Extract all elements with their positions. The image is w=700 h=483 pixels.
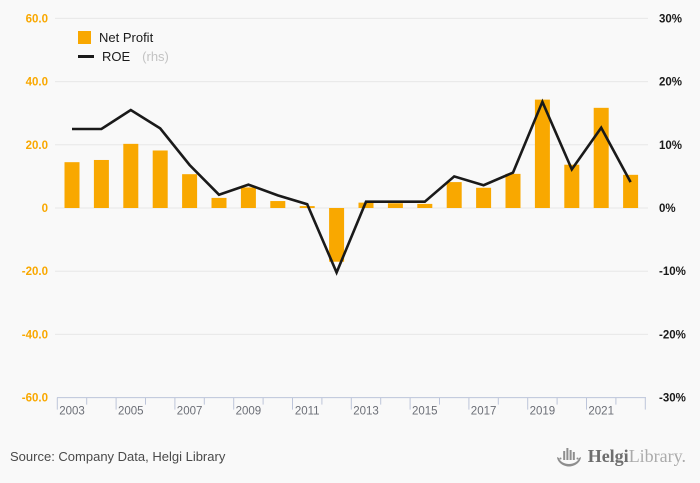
net-profit-bar-2014: [387, 203, 403, 208]
net-profit-bar-2020: [564, 164, 580, 208]
x-axis-year-label: 2005: [118, 406, 144, 418]
net-profit-bar-2008: [211, 197, 227, 208]
x-axis-year-label: 2019: [530, 406, 556, 418]
legend-item-roe: ROE (rhs): [78, 48, 169, 64]
y-axis-left-label: 0: [42, 203, 48, 215]
x-axis-year-label: 2011: [295, 406, 320, 418]
net-profit-bar-2018: [505, 173, 521, 208]
roe-line-icon: [78, 54, 94, 58]
y-axis-right-label: 30%: [659, 13, 682, 25]
net-profit-bar-2007: [182, 174, 198, 208]
y-axis-right-label: -20%: [659, 329, 686, 341]
net-profit-bar-2004: [93, 159, 109, 208]
y-axis-left-label: 20.0: [26, 140, 48, 152]
net-profit-bar-2010: [270, 201, 286, 208]
net-profit-bar-2013: [358, 202, 374, 208]
roe-line: [72, 98, 632, 276]
logo-name2: Library.: [628, 446, 686, 466]
y-axis-right-label: 10%: [659, 140, 682, 152]
x-axis-year-label: 2015: [412, 406, 438, 418]
y-axis-right-label: 0%: [659, 203, 676, 215]
net-profit-bar-2021: [593, 107, 609, 208]
net-profit-bar-2009: [240, 187, 256, 208]
y-axis-left-label: 60.0: [26, 13, 48, 25]
x-axis-year-label: 2013: [353, 406, 379, 418]
y-axis-left-label: 40.0: [26, 77, 48, 89]
net-profit-bar-2003: [64, 162, 80, 208]
legend-suffix: (rhs): [142, 48, 169, 64]
net-profit-swatch-icon: [78, 30, 91, 44]
legend-label: Net Profit: [99, 29, 154, 45]
source-text: Source: Company Data, Helgi Library: [10, 449, 226, 464]
ship-bars-icon: [556, 448, 581, 467]
chart-footer: Source: Company Data, Helgi Library Helg…: [0, 430, 700, 483]
chart-legend: Net Profit ROE (rhs): [78, 29, 169, 64]
y-axis-right-label: -30%: [659, 393, 686, 405]
net-profit-bar-2005: [123, 143, 139, 208]
net-profit-bar-2019: [534, 99, 550, 208]
x-axis-year-label: 2003: [59, 406, 85, 418]
legend-item-net-profit: Net Profit: [78, 29, 169, 45]
x-axis-year-label: 2007: [177, 406, 203, 418]
x-axis-year-label: 2009: [236, 406, 262, 418]
y-axis-left-label: -20.0: [22, 266, 48, 278]
y-axis-left-label: -40.0: [22, 329, 48, 341]
net-profit-bar-2017: [476, 187, 492, 208]
net-profit-bar-2006: [152, 150, 168, 208]
y-axis-right-label: -10%: [659, 266, 686, 278]
y-axis-right-label: 20%: [659, 77, 682, 89]
net-profit-bar-2022: [623, 174, 639, 208]
net-profit-bar-2016: [446, 182, 462, 208]
y-axis-left-label: -60.0: [22, 393, 48, 405]
helgi-library-logo: HelgiLibrary.: [556, 445, 686, 468]
legend-label: ROE: [102, 48, 131, 64]
x-axis-year-label: 2017: [471, 406, 497, 418]
x-axis-year-label: 2021: [588, 406, 614, 418]
chart-area: 60.0 40.0 20.0 0 -20.0 -40.0 -60.0 30% 20% 10% 0% -…: [22, 13, 686, 418]
chart: 60.0 40.0 20.0 0 -20.0 -40.0 -60.0 30% 20% 10% 0% -…: [22, 13, 686, 418]
logo-name: Helgi: [587, 446, 629, 466]
net-profit-bar-2015: [417, 203, 433, 208]
net-profit-bar-2012: [329, 208, 345, 262]
